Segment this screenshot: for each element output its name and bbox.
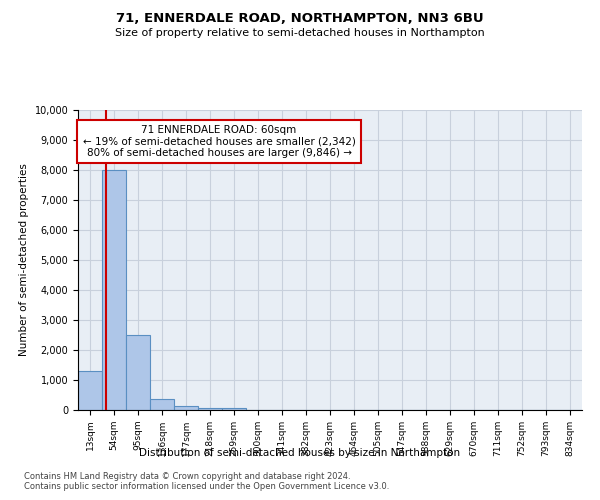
Bar	[174, 406, 198, 410]
Text: 71, ENNERDALE ROAD, NORTHAMPTON, NN3 6BU: 71, ENNERDALE ROAD, NORTHAMPTON, NN3 6BU	[116, 12, 484, 26]
Bar	[126, 335, 150, 410]
Y-axis label: Number of semi-detached properties: Number of semi-detached properties	[19, 164, 29, 356]
Bar	[198, 408, 222, 410]
Text: 71 ENNERDALE ROAD: 60sqm
← 19% of semi-detached houses are smaller (2,342)
80% o: 71 ENNERDALE ROAD: 60sqm ← 19% of semi-d…	[83, 125, 356, 158]
Text: Distribution of semi-detached houses by size in Northampton: Distribution of semi-detached houses by …	[139, 448, 461, 458]
Bar	[222, 408, 246, 410]
Text: Size of property relative to semi-detached houses in Northampton: Size of property relative to semi-detach…	[115, 28, 485, 38]
Text: Contains public sector information licensed under the Open Government Licence v3: Contains public sector information licen…	[24, 482, 389, 491]
Bar	[78, 371, 102, 410]
Bar	[102, 170, 126, 410]
Text: Contains HM Land Registry data © Crown copyright and database right 2024.: Contains HM Land Registry data © Crown c…	[24, 472, 350, 481]
Bar	[150, 398, 174, 410]
